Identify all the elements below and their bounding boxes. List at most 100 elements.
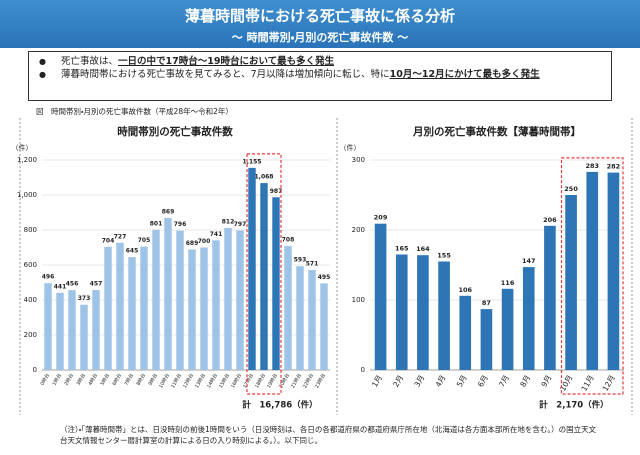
bar: [116, 242, 124, 370]
bar: [417, 255, 429, 370]
x-tick-label: 6時台: [111, 372, 123, 387]
value-label: 147: [522, 257, 536, 265]
bar: [438, 261, 450, 370]
bar: [260, 183, 268, 370]
bar: [44, 283, 52, 370]
x-tick-label: 11時台: [169, 372, 183, 389]
value-label: 164: [416, 245, 430, 253]
value-label: 796: [174, 221, 187, 228]
value-label: 700: [198, 238, 211, 245]
title: 薄暮時間帯における死亡事故に係る分析: [184, 7, 455, 25]
bar: [480, 309, 493, 370]
caption: 図 時間帯別・月別の死亡事故件数（平成28年～令和2年）: [36, 107, 233, 116]
bullet: 薄暮時間帯における死亡事故を見てみると、7月以降は増加傾向に転じ、特に10月～1…: [39, 68, 605, 81]
x-tick-label: 5月: [455, 374, 469, 389]
x-tick-label: 11月: [579, 374, 595, 393]
value-label: 797: [234, 221, 247, 228]
value-label: 87: [482, 299, 491, 307]
value-label: 155: [437, 252, 451, 260]
x-tick-label: 3月: [412, 374, 426, 389]
y-tick-label: 300: [352, 156, 365, 164]
value-label: 869: [162, 208, 175, 215]
value-label: 206: [543, 216, 557, 224]
bar: [128, 257, 136, 370]
value-label: 456: [66, 281, 79, 288]
value-label: 704: [102, 237, 115, 244]
y-unit: （件）: [340, 143, 361, 152]
value-label: 165: [395, 245, 409, 253]
x-tick-label: 10時台: [157, 372, 171, 389]
header: 薄暮時間帯における死亡事故に係る分析 ～ 時間帯別・月別の死亡事故件数 ～: [0, 0, 640, 48]
value-label: 106: [458, 286, 472, 294]
x-tick-label: 7月: [497, 374, 511, 389]
x-tick-label: 21時台: [289, 372, 303, 389]
bar: [68, 290, 76, 370]
x-tick-label: 20時台: [277, 372, 291, 389]
x-tick-label: 18時台: [253, 372, 267, 389]
x-tick-label: 16時台: [229, 372, 243, 389]
value-label: 689: [186, 240, 199, 247]
bar: [104, 246, 112, 370]
x-tick-label: 7時台: [123, 372, 135, 387]
chart-title: 月別の死亡事故件数【薄暮時間帯】: [412, 125, 581, 138]
x-tick-label: 10月: [558, 374, 574, 393]
x-tick-label: 12月: [601, 374, 617, 393]
bar: [607, 172, 620, 370]
y-tick-label: 200: [24, 331, 37, 339]
total: 計 2,170（件）: [539, 400, 608, 411]
bar: [224, 227, 232, 370]
value-label: 987: [270, 188, 283, 195]
bar: [140, 246, 148, 370]
value-label: 116: [501, 279, 515, 287]
bar: [176, 230, 184, 370]
bullet-emphasis: 一日の中で17時台～19時台において最も多く発生: [118, 56, 335, 67]
y-tick-label: 1,000: [17, 191, 37, 199]
value-label: 283: [585, 162, 599, 170]
bar: [459, 295, 472, 370]
highlight-box: [246, 153, 282, 395]
x-tick-label: 0時台: [39, 372, 51, 387]
value-label: 812: [222, 218, 235, 225]
y-tick-label: 0: [361, 366, 365, 374]
y-tick-label: 200: [352, 226, 365, 234]
bar: [284, 246, 292, 370]
bar: [212, 240, 220, 370]
x-tick-label: 23時台: [313, 372, 327, 389]
x-tick-label: 1月: [370, 374, 384, 389]
x-tick-label: 9月: [539, 374, 553, 389]
value-label: 373: [78, 295, 91, 302]
y-tick-label: 100: [352, 296, 365, 304]
bullet-text: 薄暮時間帯における死亡事故を見てみると、7月以降は増加傾向に転じ、特に: [61, 69, 390, 80]
bullet-text: 死亡事故は、: [61, 56, 119, 67]
chart-title: 時間帯別の死亡事故件数: [117, 125, 233, 138]
x-tick-label: 19時台: [265, 372, 279, 389]
value-label: 209: [374, 214, 388, 222]
total: 計 16,786（件）: [242, 400, 317, 411]
bar: [56, 292, 64, 370]
y-tick-label: 800: [24, 226, 37, 234]
bar: [320, 283, 328, 370]
bar: [296, 266, 304, 370]
value-label: 801: [150, 220, 163, 227]
x-tick-label: 4月: [434, 374, 448, 389]
bar: [272, 197, 280, 370]
bar: [565, 195, 577, 370]
highlight-box: [560, 157, 624, 395]
x-tick-label: 5時台: [99, 372, 111, 387]
x-tick-label: 8月: [518, 374, 532, 389]
value-label: 496: [42, 274, 55, 281]
value-label: 741: [210, 231, 223, 238]
x-tick-label: 12時台: [181, 372, 195, 389]
x-tick-label: 22時台: [301, 372, 315, 389]
x-tick-label: 2時台: [63, 372, 75, 387]
x-tick-label: 4時台: [87, 372, 99, 387]
bullet-emphasis: 10月～12月にかけて最も多く発生: [389, 69, 540, 80]
y-unit: （件）: [12, 143, 33, 152]
bar: [188, 249, 196, 370]
bullet-box: 死亡事故は、一日の中で17時台～19時台において最も多く発生 薄暮時間帯における…: [28, 51, 612, 101]
value-label: 250: [564, 185, 578, 193]
bar: [395, 254, 408, 370]
y-tick-label: 600: [24, 261, 37, 269]
